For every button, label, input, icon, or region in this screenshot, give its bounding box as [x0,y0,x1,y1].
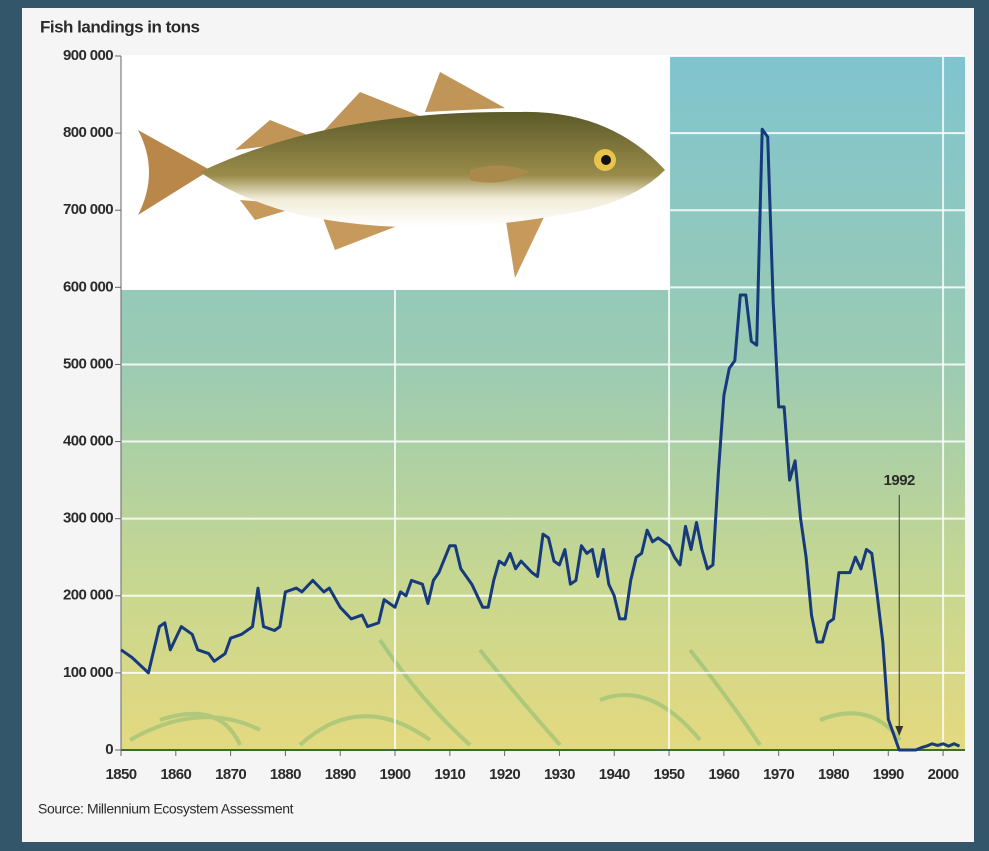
seaweed-decoration [129,638,902,747]
axis-title: Fish landings in tons [40,17,200,36]
x-tick-label: 1970 [763,766,794,783]
cod-illustration [121,56,670,290]
y-tick-label: 800 000 [63,124,113,141]
x-tick-label: 1960 [708,766,739,783]
x-tick-label: 1870 [215,766,246,783]
fish-lower-fins [240,200,545,278]
annotation-arrowhead [895,726,904,736]
fish-pupil [601,155,611,165]
y-tick-label: 0 [105,741,113,758]
x-tick-label: 1890 [325,766,356,783]
annotation-label: 1992 [884,472,916,489]
fish-body [200,111,665,228]
fish-dorsal-fins [235,72,505,150]
x-tick-label: 1950 [654,766,685,783]
y-tick-label: 400 000 [63,433,113,450]
y-tick-label: 600 000 [63,278,113,295]
fish-pectoral [470,165,530,183]
fish-tail [138,130,210,215]
x-tick-label: 1990 [873,766,904,783]
data-line [120,127,961,752]
x-tick-label: 1900 [380,766,411,783]
y-tick-label: 500 000 [63,355,113,372]
x-tick-label: 1880 [270,766,301,783]
y-tick-label: 900 000 [63,47,113,64]
x-tick-label: 1850 [106,766,137,783]
y-tick-label: 200 000 [63,587,113,604]
y-tick-label: 300 000 [63,510,113,527]
x-tick-label: 1930 [544,766,575,783]
source-note: Source: Millennium Ecosystem Assessment [38,801,294,817]
x-tick-label: 1920 [489,766,520,783]
x-tick-label: 2000 [928,766,959,783]
y-tick-label: 700 000 [63,201,113,218]
x-tick-label: 1980 [818,766,849,783]
y-tick-label: 100 000 [63,664,113,681]
x-tick-label: 1910 [434,766,465,783]
x-tick-label: 1860 [160,766,191,783]
x-tick-label: 1940 [599,766,630,783]
